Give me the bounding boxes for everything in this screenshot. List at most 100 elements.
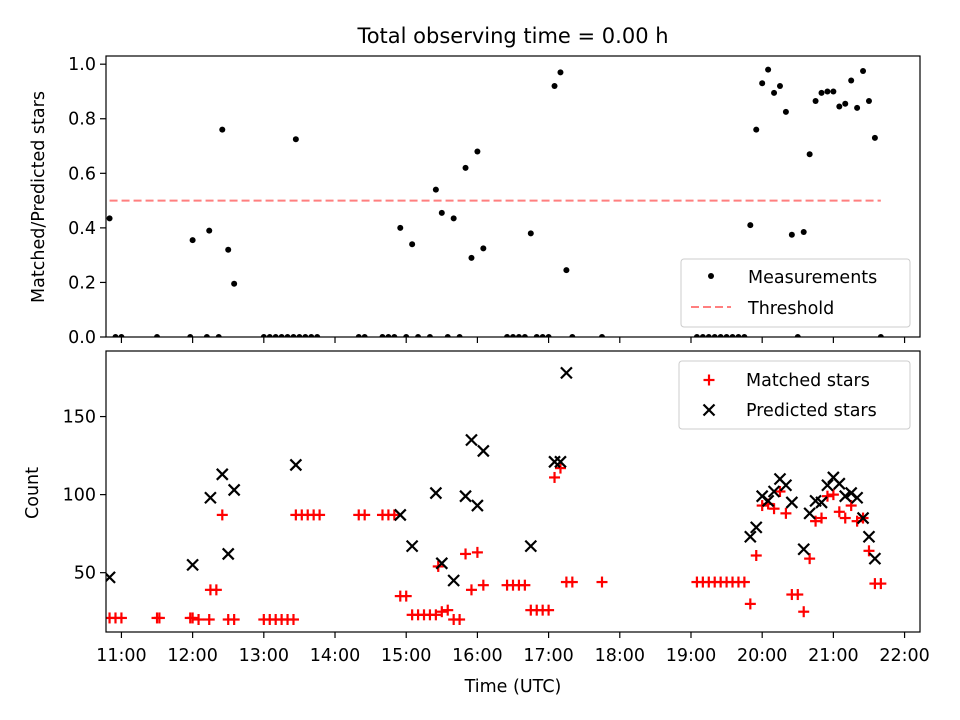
x-tick-label: 18:00 [595, 646, 645, 666]
chart-title: Total observing time = 0.00 h [356, 24, 668, 48]
matched-star-point [203, 614, 215, 626]
legend-label-matched: Matched stars [746, 371, 870, 391]
matched-star-point [810, 515, 822, 527]
measurement-point [397, 224, 404, 231]
data-layer [106, 66, 884, 337]
predicted-star-point [749, 521, 763, 534]
measurement-point [403, 334, 410, 337]
matched-star-point [596, 576, 608, 588]
predicted-star-point [216, 468, 229, 481]
measurement-point [806, 151, 813, 158]
measurement-point [860, 68, 867, 75]
matched-star-point [359, 509, 371, 521]
measurement-point [776, 83, 783, 90]
measurement-point [818, 89, 825, 96]
x-tick-label: 11:00 [96, 646, 146, 666]
measurement-point [290, 334, 297, 337]
x-tick-label: 14:00 [310, 646, 360, 666]
y-tick-label: 0.8 [68, 110, 96, 130]
measurement-point [771, 89, 778, 96]
y-tick-label: 100 [63, 486, 96, 506]
measurement-point [788, 231, 795, 238]
legend-matched-marker [703, 374, 715, 386]
predicted-star-point [524, 539, 538, 553]
measurement-point [765, 66, 772, 73]
matched-star-point [314, 509, 326, 521]
matched-star-point [460, 548, 472, 560]
x-tick-label: 19:00 [666, 646, 716, 666]
measurement-point [468, 254, 475, 261]
predicted-star-point [435, 557, 449, 570]
matched-star-point [210, 584, 222, 596]
measurement-point [569, 334, 576, 337]
measurement-point [112, 334, 119, 337]
predicted-star-point [186, 558, 199, 572]
measurement-point [527, 230, 534, 237]
matched-star-point [287, 614, 299, 626]
matched-star-point [875, 578, 887, 590]
x-axis-label: Time (UTC) [464, 677, 562, 697]
matched-star-point [442, 604, 454, 616]
predicted-star-point [106, 571, 116, 584]
measurement-point [385, 334, 392, 337]
data-layer [106, 366, 887, 626]
matched-star-point [454, 614, 466, 626]
y-tick-label: 0.4 [68, 219, 96, 239]
matched-star-point [798, 606, 810, 618]
predicted-star-point [227, 483, 241, 497]
measurement-point [118, 334, 125, 337]
measurement-point [877, 334, 884, 337]
predicted-star-point [803, 507, 816, 520]
measurement-point [444, 334, 451, 337]
predicted-star-point [797, 542, 810, 556]
matched-star-point [187, 612, 199, 624]
measurement-point [361, 334, 368, 337]
y-tick-label: 1.0 [68, 55, 96, 75]
matched-star-point [768, 503, 780, 515]
top-plot-panel: 0.0 0.2 0.4 0.6 0.8 1.0 Measurements Threshold [68, 55, 921, 348]
measurement-point [504, 334, 511, 337]
top-y-axis-label: Matched/Predicted stars [29, 91, 49, 303]
measurement-point [225, 246, 232, 253]
matched-star-point [827, 489, 839, 501]
predicted-star-point [779, 478, 793, 492]
matched-star-point [566, 576, 578, 588]
y-tick-label: 0.2 [68, 273, 96, 293]
matched-star-point [153, 612, 165, 624]
measurement-point [231, 280, 238, 287]
matched-star-point [554, 462, 566, 474]
measurement-point [551, 83, 558, 90]
matched-star-point [845, 500, 857, 512]
measurement-point [355, 334, 362, 337]
predicted-star-point [767, 485, 781, 498]
predicted-star-point [405, 539, 419, 553]
legend-label-measurements: Measurements [748, 268, 877, 288]
bottom-plot-panel: 11:00 12:00 13:00 14:00 15:00 16:00 17:00 18:00… [63, 350, 930, 666]
measurement-point [219, 126, 226, 133]
matched-star-point [543, 604, 555, 616]
matched-star-point [477, 579, 489, 591]
measurement-point [854, 104, 861, 111]
measurement-point [747, 222, 754, 229]
y-tick-label: 50 [74, 564, 96, 584]
matched-star-point [774, 486, 786, 497]
y-tick-label: 150 [63, 408, 96, 428]
measurement-point [480, 245, 487, 252]
measurement-point [510, 334, 516, 337]
matched-star-point [738, 576, 750, 588]
measurement-point [106, 215, 113, 222]
predicted-star-point [221, 547, 235, 561]
measurement-point [717, 334, 724, 337]
predicted-star-point [868, 552, 882, 565]
measurement-point [824, 88, 831, 95]
predicted-star-point [554, 455, 567, 469]
matched-star-point [750, 550, 762, 562]
predicted-star-point [850, 491, 864, 505]
measurement-point [759, 80, 766, 87]
y-tick-label: 0.6 [68, 164, 96, 184]
matched-star-point [436, 606, 448, 618]
bottom-legend: Matched stars Predicted stars [678, 360, 911, 430]
legend-label-threshold: Threshold [747, 299, 834, 319]
